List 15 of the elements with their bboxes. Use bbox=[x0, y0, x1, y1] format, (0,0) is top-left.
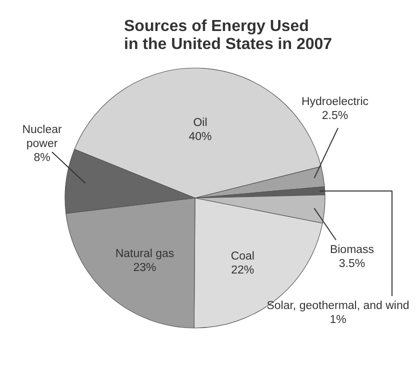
data-label: 1% bbox=[330, 314, 346, 326]
data-label: 22% bbox=[231, 264, 254, 276]
slice-label: Hydroelectric bbox=[301, 96, 369, 108]
slice-label: Solar, geothermal, and wind bbox=[266, 300, 410, 312]
slice-label: Coal bbox=[230, 250, 254, 262]
data-label: 3.5% bbox=[338, 258, 366, 270]
data-label: 8% bbox=[34, 152, 50, 164]
data-label: 23% bbox=[133, 262, 156, 274]
slice-label: Oil bbox=[193, 116, 208, 129]
chart-title: Sources of Energy Used in the United States in 2007 bbox=[124, 18, 332, 53]
slice-label: Natural gas bbox=[115, 248, 174, 260]
data-label: 2.5% bbox=[322, 110, 348, 122]
data-label: 40% bbox=[188, 130, 212, 143]
slice-label: Biomass bbox=[330, 244, 374, 256]
slice-label: Nuclear power bbox=[22, 124, 62, 150]
